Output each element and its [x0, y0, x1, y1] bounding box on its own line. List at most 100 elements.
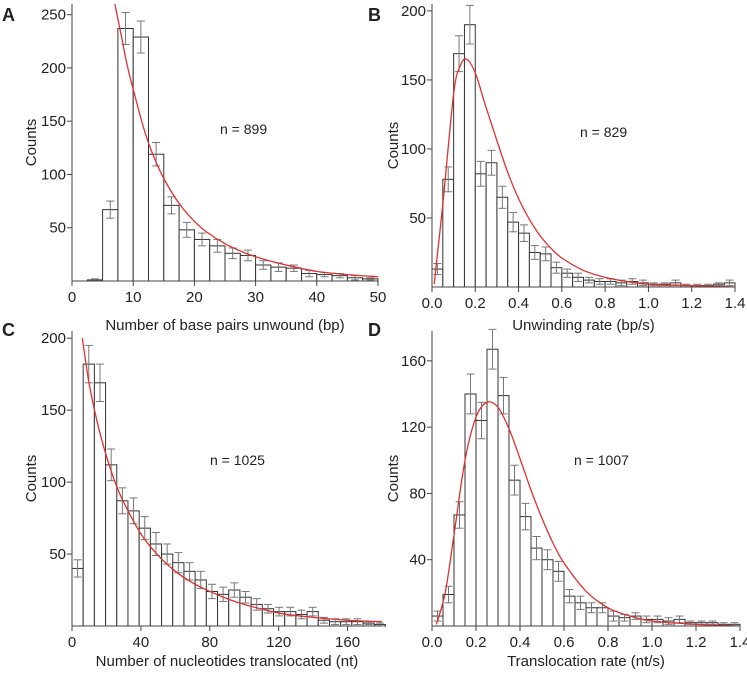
- x-tick-label: 20: [186, 289, 203, 306]
- error-bar: [136, 20, 145, 54]
- histogram-bar: [497, 395, 510, 627]
- x-tick-label: 0.8: [598, 634, 619, 651]
- histogram-bar: [149, 543, 163, 627]
- error-bar: [198, 232, 207, 247]
- error-bar: [584, 276, 593, 284]
- x-tick-label: 0.2: [465, 295, 486, 312]
- x-tick-label: 40: [133, 634, 150, 651]
- error-bar: [595, 278, 604, 285]
- panel-letter: A: [2, 5, 15, 25]
- error-bar: [95, 363, 104, 403]
- error-bar: [465, 4, 474, 45]
- error-bar: [444, 166, 453, 193]
- histogram-bar: [138, 527, 151, 627]
- y-tick-label: 40: [409, 552, 426, 569]
- histogram-bar: [464, 393, 477, 627]
- error-bar: [275, 606, 284, 617]
- histogram-bar: [496, 196, 509, 288]
- error-bar: [207, 583, 216, 600]
- x-tick-label: 0.0: [422, 295, 443, 312]
- x-tick-label: 1.2: [686, 634, 707, 651]
- error-bar: [476, 160, 485, 187]
- error-bar: [565, 589, 574, 604]
- sample-size-annotation: n = 899: [220, 121, 267, 137]
- y-tick-label: 80: [409, 485, 426, 502]
- error-bar: [639, 279, 648, 287]
- error-bar: [510, 464, 519, 496]
- error-bar: [297, 609, 306, 620]
- error-bar: [263, 603, 272, 614]
- error-bar: [241, 590, 250, 604]
- error-bar: [455, 35, 464, 73]
- error-bar: [532, 536, 541, 561]
- error-bar: [541, 246, 550, 262]
- x-tick-label: 0.8: [595, 295, 616, 312]
- error-bar: [488, 328, 497, 370]
- y-axis-label: Counts: [385, 122, 402, 170]
- error-bar: [106, 200, 115, 219]
- error-bar: [574, 272, 583, 282]
- x-axis-label: Number of nucleotides translocated (nt): [96, 653, 359, 670]
- error-bar: [366, 277, 375, 281]
- x-tick-label: 0.6: [554, 634, 575, 651]
- y-axis-label: Counts: [385, 455, 402, 503]
- y-tick-label: 160: [401, 353, 426, 370]
- histogram-bar: [132, 36, 149, 282]
- error-bar: [174, 552, 183, 574]
- y-tick-label: 100: [41, 474, 66, 491]
- histogram-bar: [485, 162, 498, 288]
- histogram-bar: [463, 24, 476, 288]
- panel-letter: B: [368, 5, 381, 25]
- fit-curve: [81, 338, 382, 623]
- histogram-bar: [117, 28, 134, 282]
- error-bar: [714, 282, 723, 287]
- error-bar: [498, 185, 507, 209]
- y-axis-label: Counts: [23, 455, 40, 503]
- error-bar: [725, 279, 734, 287]
- error-bar: [182, 221, 191, 238]
- x-tick-label: 0.2: [466, 634, 487, 651]
- error-bar: [477, 401, 486, 440]
- y-tick-label: 50: [49, 546, 66, 563]
- error-bar: [455, 501, 464, 529]
- y-tick-label: 150: [401, 72, 426, 89]
- chart-panel-c: 0 40 80 120 160 50 100 150 200 Number of nucleoti…: [2, 320, 386, 670]
- x-tick-label: 30: [247, 289, 264, 306]
- y-tick-label: 250: [41, 7, 66, 24]
- histogram-bar: [486, 348, 499, 627]
- y-tick-label: 120: [401, 419, 426, 436]
- error-bar: [664, 617, 673, 625]
- y-tick-label: 150: [41, 402, 66, 419]
- error-bar: [230, 582, 239, 598]
- x-tick-label: 120: [266, 634, 291, 651]
- fit-curve: [114, 3, 378, 278]
- x-tick-label: 1.0: [642, 634, 663, 651]
- error-bar: [487, 149, 496, 176]
- x-tick-label: 0.4: [508, 295, 529, 312]
- y-tick-label: 200: [401, 3, 426, 20]
- chart-panel-a: 0 10 20 30 40 50 50 100 150 200 250 Number of base …: [2, 3, 387, 334]
- error-bar: [530, 245, 539, 260]
- histogram-bar: [519, 516, 532, 627]
- error-bar: [308, 606, 317, 617]
- y-tick-label: 200: [41, 330, 66, 347]
- histogram-bar: [475, 419, 488, 627]
- error-bar: [73, 559, 82, 578]
- x-tick-label: 10: [125, 289, 142, 306]
- histogram-bar: [474, 173, 487, 288]
- x-tick-label: 50: [370, 289, 387, 306]
- error-bar: [289, 264, 298, 272]
- y-tick-label: 100: [401, 141, 426, 158]
- error-bar: [499, 376, 508, 415]
- panel-letter: D: [368, 320, 381, 340]
- histogram-bar: [163, 204, 180, 282]
- y-tick-label: 50: [49, 220, 66, 237]
- y-tick-label: 50: [409, 210, 426, 227]
- error-bar: [563, 268, 572, 278]
- sample-size-annotation: n = 1007: [574, 452, 629, 468]
- error-bar: [353, 618, 362, 626]
- x-tick-label: 1.2: [681, 295, 702, 312]
- error-bar: [466, 373, 475, 415]
